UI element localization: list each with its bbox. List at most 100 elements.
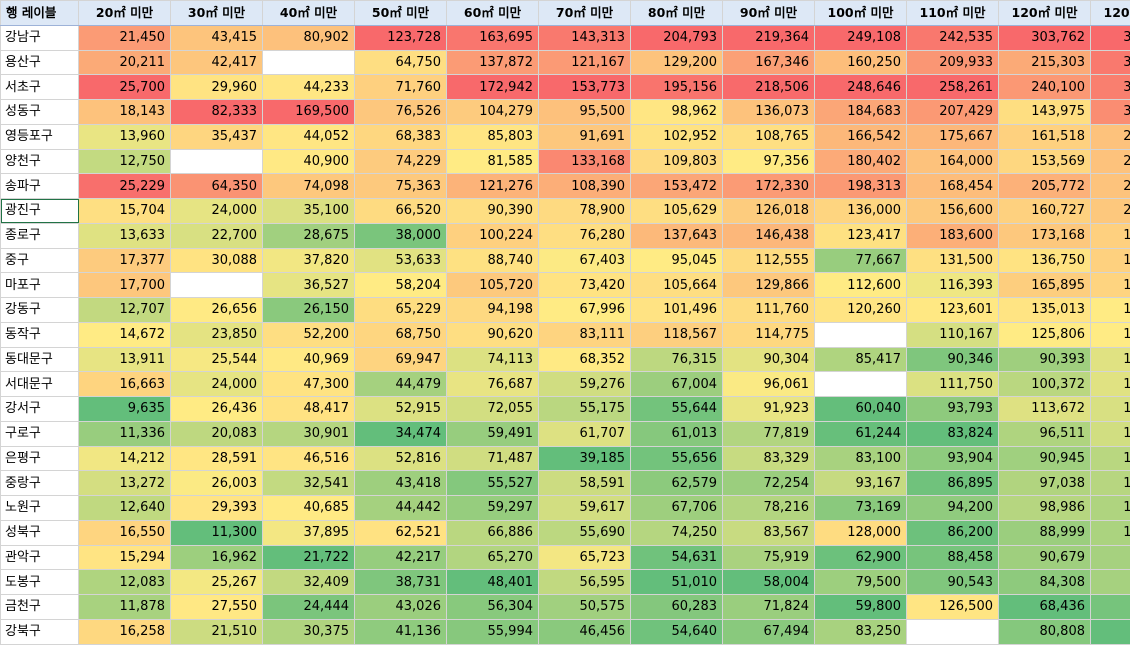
value-cell[interactable]: 18,143 <box>78 99 171 125</box>
value-cell[interactable]: 29,960 <box>170 74 263 100</box>
value-cell[interactable]: 113,672 <box>998 396 1091 422</box>
value-cell[interactable]: 61,707 <box>538 420 631 447</box>
value-cell[interactable]: 29,393 <box>170 495 263 521</box>
row-label[interactable]: 광진구 <box>0 198 79 224</box>
value-cell[interactable]: 96,511 <box>998 420 1091 447</box>
value-cell[interactable]: 40,969 <box>262 346 355 373</box>
value-cell[interactable]: 88,740 <box>446 247 539 274</box>
value-cell[interactable]: 48,401 <box>446 569 539 595</box>
value-cell[interactable]: 165,895 <box>998 272 1091 298</box>
value-cell[interactable]: 46,516 <box>262 445 355 472</box>
value-cell[interactable]: 16,550 <box>78 519 171 546</box>
value-cell[interactable]: 59,491 <box>446 420 539 447</box>
value-cell[interactable]: 195,156 <box>630 74 723 100</box>
row-label[interactable]: 금천구 <box>0 594 79 620</box>
value-cell[interactable]: 58,004 <box>722 569 815 595</box>
value-cell[interactable]: 219,364 <box>722 24 815 51</box>
value-cell[interactable]: 71,760 <box>354 74 447 100</box>
value-cell[interactable]: 85,803 <box>446 123 539 150</box>
value-cell[interactable]: 30,088 <box>170 247 263 274</box>
value-cell[interactable]: 74,229 <box>354 148 447 175</box>
value-cell[interactable]: 220,644 <box>1090 123 1130 150</box>
value-cell[interactable]: 16,962 <box>170 544 263 571</box>
value-cell[interactable]: 108,390 <box>538 173 631 199</box>
value-cell[interactable]: 52,915 <box>354 396 447 422</box>
value-cell[interactable]: 258,261 <box>906 74 999 100</box>
value-cell[interactable]: 76,526 <box>354 99 447 125</box>
value-cell[interactable]: 83,824 <box>906 420 999 447</box>
value-cell[interactable]: 43,418 <box>354 470 447 496</box>
value-cell[interactable]: 126,500 <box>906 594 999 620</box>
column-header[interactable]: 120㎡ 초과 <box>1090 0 1130 26</box>
row-label[interactable]: 중구 <box>0 247 79 274</box>
row-label[interactable]: 강동구 <box>0 297 79 323</box>
value-cell[interactable]: 180,402 <box>814 148 907 175</box>
value-cell[interactable]: 88,458 <box>906 544 999 571</box>
value-cell[interactable]: 58,591 <box>538 470 631 496</box>
value-cell[interactable]: 63,673 <box>1090 618 1130 645</box>
value-cell[interactable]: 25,229 <box>78 173 171 199</box>
value-cell[interactable]: 97,356 <box>722 148 815 175</box>
value-cell[interactable]: 90,679 <box>998 544 1091 571</box>
value-cell[interactable]: 125,372 <box>1090 396 1130 422</box>
value-cell[interactable]: 26,003 <box>170 470 263 496</box>
value-cell[interactable]: 66,520 <box>354 198 447 224</box>
value-cell[interactable]: 55,175 <box>538 396 631 422</box>
value-cell[interactable]: 35,437 <box>170 123 263 150</box>
value-cell[interactable]: 65,270 <box>446 544 539 571</box>
row-label[interactable]: 서초구 <box>0 74 79 100</box>
value-cell[interactable]: 44,233 <box>262 74 355 100</box>
value-cell[interactable]: 112,555 <box>722 247 815 274</box>
value-cell[interactable]: 248,646 <box>814 74 907 100</box>
row-label[interactable]: 용산구 <box>0 49 79 76</box>
value-cell[interactable]: 76,315 <box>630 346 723 373</box>
value-cell[interactable]: 133,168 <box>538 148 631 175</box>
value-cell[interactable]: 107,819 <box>1090 470 1130 496</box>
value-cell[interactable]: 62,521 <box>354 519 447 546</box>
value-cell[interactable]: 98,986 <box>998 495 1091 521</box>
value-cell[interactable] <box>170 272 263 298</box>
row-label[interactable]: 종로구 <box>0 222 79 249</box>
column-header[interactable]: 110㎡ 미만 <box>906 0 999 26</box>
value-cell[interactable]: 90,393 <box>998 346 1091 373</box>
value-cell[interactable]: 198,313 <box>814 173 907 199</box>
value-cell[interactable]: 168,454 <box>906 173 999 199</box>
value-cell[interactable]: 342,676 <box>1090 74 1130 100</box>
value-cell[interactable]: 40,685 <box>262 495 355 521</box>
value-cell[interactable]: 51,010 <box>630 569 723 595</box>
value-cell[interactable]: 145,672 <box>1090 321 1130 348</box>
value-cell[interactable]: 135,013 <box>998 297 1091 323</box>
value-cell[interactable]: 30,901 <box>262 420 355 447</box>
value-cell[interactable]: 209,933 <box>906 49 999 76</box>
column-header[interactable]: 40㎡ 미만 <box>262 0 355 26</box>
value-cell[interactable]: 129,866 <box>722 272 815 298</box>
value-cell[interactable]: 28,591 <box>170 445 263 472</box>
row-label[interactable]: 동작구 <box>0 321 79 348</box>
value-cell[interactable]: 67,004 <box>630 371 723 397</box>
value-cell[interactable]: 94,200 <box>906 495 999 521</box>
value-cell[interactable]: 59,276 <box>538 371 631 397</box>
value-cell[interactable]: 55,527 <box>446 470 539 496</box>
row-label[interactable]: 강서구 <box>0 396 79 422</box>
value-cell[interactable]: 101,496 <box>630 297 723 323</box>
value-cell[interactable]: 35,100 <box>262 198 355 224</box>
value-cell[interactable]: 64,750 <box>354 49 447 76</box>
value-cell[interactable]: 209,310 <box>1090 198 1130 224</box>
value-cell[interactable]: 76,687 <box>446 371 539 397</box>
value-cell[interactable]: 21,722 <box>262 544 355 571</box>
value-cell[interactable]: 32,409 <box>262 569 355 595</box>
value-cell[interactable]: 131,500 <box>906 247 999 274</box>
value-cell[interactable]: 71,487 <box>446 445 539 472</box>
value-cell[interactable]: 17,377 <box>78 247 171 274</box>
value-cell[interactable]: 83,567 <box>722 519 815 546</box>
value-cell[interactable]: 183,600 <box>906 222 999 249</box>
value-cell[interactable]: 73,420 <box>538 272 631 298</box>
row-label[interactable]: 도봉구 <box>0 569 79 595</box>
value-cell[interactable]: 105,720 <box>446 272 539 298</box>
value-cell[interactable]: 72,254 <box>722 470 815 496</box>
value-cell[interactable]: 13,272 <box>78 470 171 496</box>
value-cell[interactable]: 207,429 <box>906 99 999 125</box>
value-cell[interactable]: 47,300 <box>262 371 355 397</box>
value-cell[interactable]: 172,330 <box>722 173 815 199</box>
value-cell[interactable]: 303,762 <box>998 24 1091 51</box>
